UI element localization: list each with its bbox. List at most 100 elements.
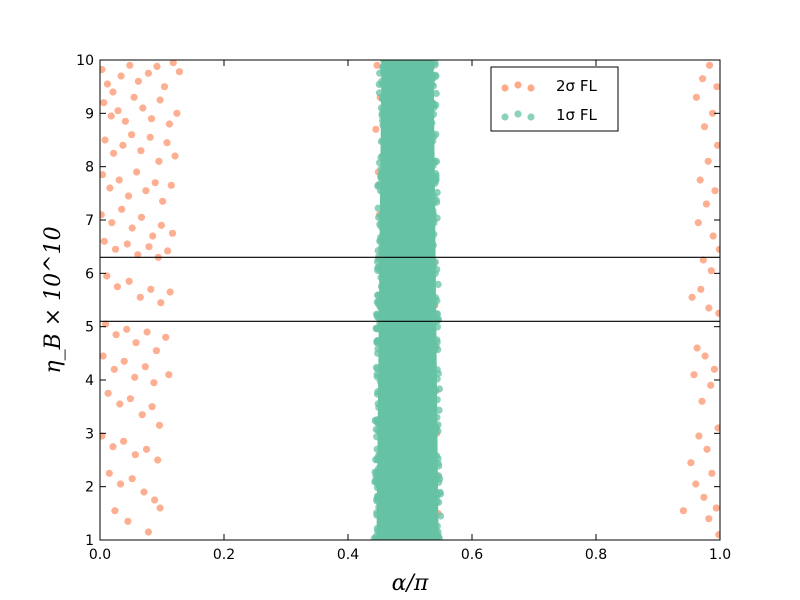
point-2sigma — [156, 96, 164, 104]
point-2sigma — [175, 68, 183, 76]
point-2sigma — [124, 517, 132, 525]
point-1sigma — [432, 157, 441, 165]
point-1sigma — [377, 304, 385, 312]
point-2sigma — [126, 61, 134, 69]
point-1sigma — [378, 152, 386, 160]
point-2sigma — [711, 187, 719, 195]
point-1sigma — [377, 273, 385, 281]
point-2sigma — [111, 507, 119, 515]
point-2sigma — [700, 123, 709, 131]
point-2sigma — [167, 181, 175, 189]
point-2sigma — [130, 93, 138, 101]
point-1sigma — [432, 196, 440, 204]
point-1sigma — [376, 180, 384, 188]
point-2sigma — [123, 325, 131, 333]
point-1sigma — [433, 396, 441, 404]
point-2sigma — [110, 149, 118, 157]
point-1sigma — [433, 310, 441, 319]
point-2sigma — [690, 371, 698, 379]
point-1sigma — [378, 219, 386, 227]
point-2sigma — [155, 421, 164, 429]
point-2sigma — [701, 352, 709, 360]
point-2sigma — [151, 179, 159, 187]
point-1sigma — [432, 529, 440, 537]
point-2sigma — [151, 496, 159, 504]
legend-dot — [514, 81, 522, 89]
x-tick-label: 0.2 — [213, 547, 235, 563]
point-2sigma — [111, 245, 120, 253]
point-1sigma — [374, 426, 382, 434]
point-2sigma — [704, 157, 712, 165]
point-1sigma — [433, 498, 441, 506]
point-1sigma — [431, 60, 439, 67]
point-2sigma — [713, 83, 720, 91]
point-2sigma — [128, 224, 136, 232]
point-2sigma — [715, 309, 720, 317]
y-tick-label: 7 — [85, 213, 94, 229]
point-2sigma — [131, 373, 139, 381]
point-2sigma — [165, 371, 173, 379]
point-2sigma — [703, 445, 711, 453]
point-1sigma — [428, 71, 436, 79]
point-1sigma — [435, 472, 443, 480]
point-2sigma — [169, 60, 177, 67]
point-1sigma — [433, 413, 441, 421]
point-2sigma — [137, 147, 145, 155]
x-tick-label: 0.6 — [461, 547, 483, 563]
point-2sigma — [699, 75, 707, 83]
point-2sigma — [710, 365, 719, 373]
point-1sigma — [374, 291, 382, 299]
point-2sigma — [101, 136, 109, 144]
point-1sigma — [428, 80, 436, 89]
point-2sigma — [120, 437, 128, 445]
legend-marker-2sigma — [501, 81, 535, 92]
point-2sigma — [137, 213, 146, 221]
point-2sigma — [707, 267, 715, 275]
reference-lines — [100, 256, 720, 322]
point-1sigma — [378, 80, 386, 88]
point-2sigma — [712, 504, 720, 512]
point-2sigma — [709, 109, 717, 117]
point-2sigma — [168, 229, 177, 237]
x-tick-label: 0.8 — [585, 547, 607, 563]
point-2sigma — [114, 107, 122, 115]
point-2sigma — [107, 112, 115, 120]
point-2sigma — [100, 211, 105, 219]
point-1sigma — [370, 534, 378, 540]
point-1sigma — [432, 175, 440, 183]
point-2sigma — [138, 411, 146, 419]
point-1sigma — [374, 527, 382, 535]
point-1sigma — [433, 188, 441, 197]
point-1sigma — [375, 477, 383, 485]
point-2sigma — [125, 277, 133, 285]
point-2sigma — [126, 395, 134, 403]
point-2sigma — [152, 347, 160, 355]
point-1sigma — [379, 94, 387, 102]
point-2sigma — [699, 256, 707, 264]
point-2sigma — [696, 176, 704, 184]
point-1sigma — [373, 445, 381, 453]
point-2sigma — [128, 131, 136, 139]
point-2sigma — [116, 480, 125, 488]
point-2sigma — [147, 285, 155, 293]
point-2sigma — [104, 389, 112, 397]
point-1sigma — [434, 427, 442, 435]
point-2sigma — [154, 456, 162, 464]
point-2sigma — [692, 480, 700, 488]
band-1sigma-fill — [376, 60, 439, 540]
point-2sigma — [147, 115, 156, 123]
point-1sigma — [433, 522, 441, 530]
point-2sigma — [109, 443, 117, 451]
point-2sigma — [164, 247, 172, 255]
x-tick-label: 1.0 — [709, 547, 731, 563]
y-axis-ticks: 1 2 3 4 5 6 7 8 9 10 — [76, 53, 720, 549]
point-1sigma — [430, 211, 438, 219]
point-1sigma — [433, 323, 441, 331]
legend-dot — [501, 113, 509, 121]
point-2sigma — [705, 304, 713, 312]
point-2sigma — [103, 80, 111, 88]
point-2sigma — [163, 139, 171, 147]
point-1sigma — [377, 104, 386, 112]
point-1sigma — [372, 469, 381, 477]
point-2sigma — [105, 469, 113, 477]
